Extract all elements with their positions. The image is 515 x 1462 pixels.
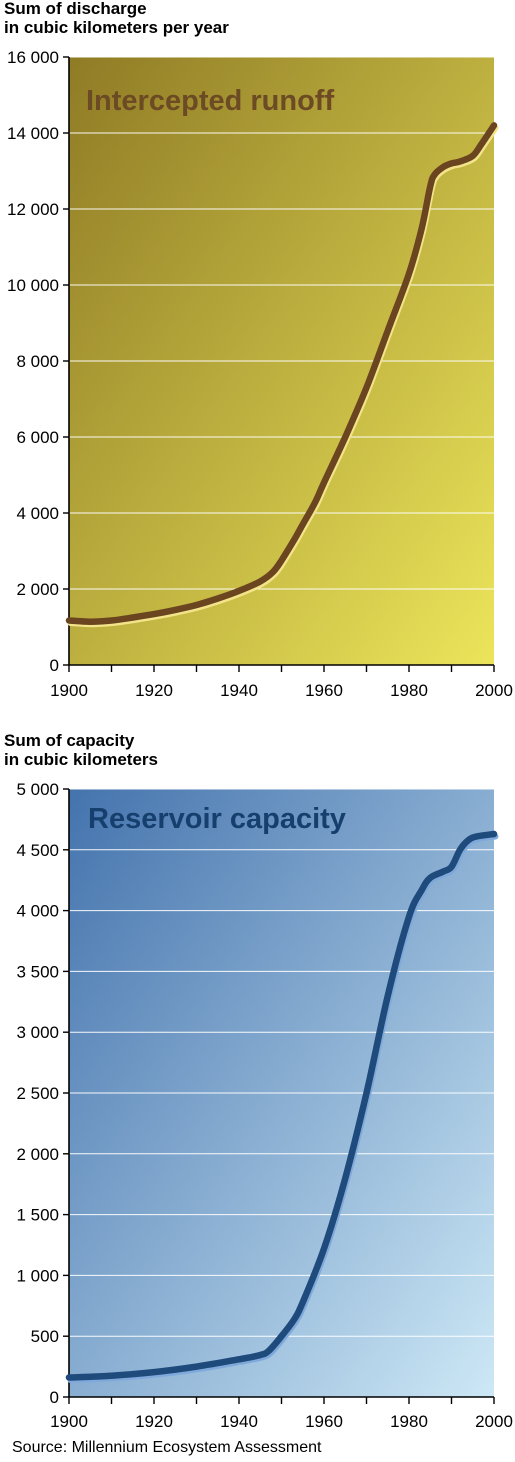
x-tick-label: 2000	[475, 1412, 513, 1431]
x-tick-label: 1920	[135, 1412, 173, 1431]
chart2-y-axis-label: Sum of capacity in cubic kilometers	[4, 731, 158, 769]
source-note: Source: Millennium Ecosystem Assessment	[12, 1439, 322, 1456]
y-tick-label: 1 000	[16, 1266, 59, 1285]
y-tick-label: 6 000	[16, 428, 59, 447]
y-tick-label: 3 000	[16, 1023, 59, 1042]
y-tick-label: 12 000	[7, 200, 59, 219]
x-tick-label: 1920	[135, 681, 173, 700]
y-tick-label: 5 000	[16, 780, 59, 799]
chart1-y-axis-label-line1: Sum of discharge	[4, 0, 147, 18]
chart1-y-axis-label: Sum of discharge in cubic kilometers per…	[4, 0, 229, 37]
y-tick-label: 10 000	[7, 276, 59, 295]
y-tick-label: 0	[50, 1388, 59, 1407]
y-tick-label: 3 500	[16, 962, 59, 981]
x-tick-label: 1940	[220, 681, 258, 700]
y-tick-label: 8 000	[16, 352, 59, 371]
x-tick-label: 2000	[475, 681, 513, 700]
x-tick-label: 1960	[305, 681, 343, 700]
y-tick-label: 2 500	[16, 1084, 59, 1103]
x-tick-label: 1900	[50, 1412, 88, 1431]
x-tick-label: 1900	[50, 681, 88, 700]
y-tick-label: 500	[31, 1327, 59, 1346]
y-tick-label: 0	[50, 656, 59, 675]
y-tick-label: 4 000	[16, 504, 59, 523]
x-tick-label: 1980	[390, 1412, 428, 1431]
y-tick-label: 1 500	[16, 1206, 59, 1225]
chart2-y-axis-label-line1: Sum of capacity	[4, 731, 135, 750]
y-tick-label: 2 000	[16, 580, 59, 599]
intercepted-runoff-chart: 0 2 000 4 000 6 000 8 000 10 000 12 000 14 000 1…	[7, 48, 513, 700]
y-tick-label: 16 000	[7, 48, 59, 67]
chart-title: Intercepted runoff	[86, 85, 334, 117]
y-tick-label: 2 000	[16, 1145, 59, 1164]
chart-title: Reservoir capacity	[88, 803, 346, 835]
reservoir-capacity-chart: 0 500 1 000 1 500 2 000 2 500 3 000 3 500 4 000 4…	[16, 780, 513, 1431]
chart2-y-axis-label-line2: in cubic kilometers	[4, 750, 158, 769]
series-line	[65, 122, 498, 625]
series-line	[65, 830, 498, 1381]
y-tick-label: 4 000	[16, 902, 59, 921]
y-tick-label: 14 000	[7, 124, 59, 143]
x-tick-label: 1940	[220, 1412, 258, 1431]
chart1-y-axis-label-line2: in cubic kilometers per year	[4, 18, 229, 37]
x-tick-label: 1960	[305, 1412, 343, 1431]
y-tick-label: 4 500	[16, 841, 59, 860]
x-tick-label: 1980	[390, 681, 428, 700]
